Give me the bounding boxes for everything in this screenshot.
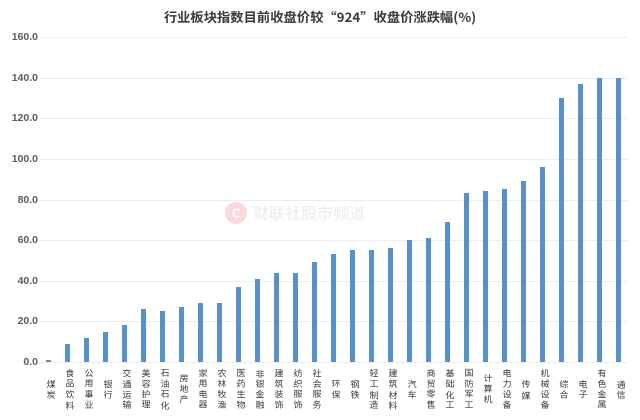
svg-text:财联社股市频道: 财联社股市频道 <box>253 200 365 224</box>
svg-text:C: C <box>232 203 241 222</box>
